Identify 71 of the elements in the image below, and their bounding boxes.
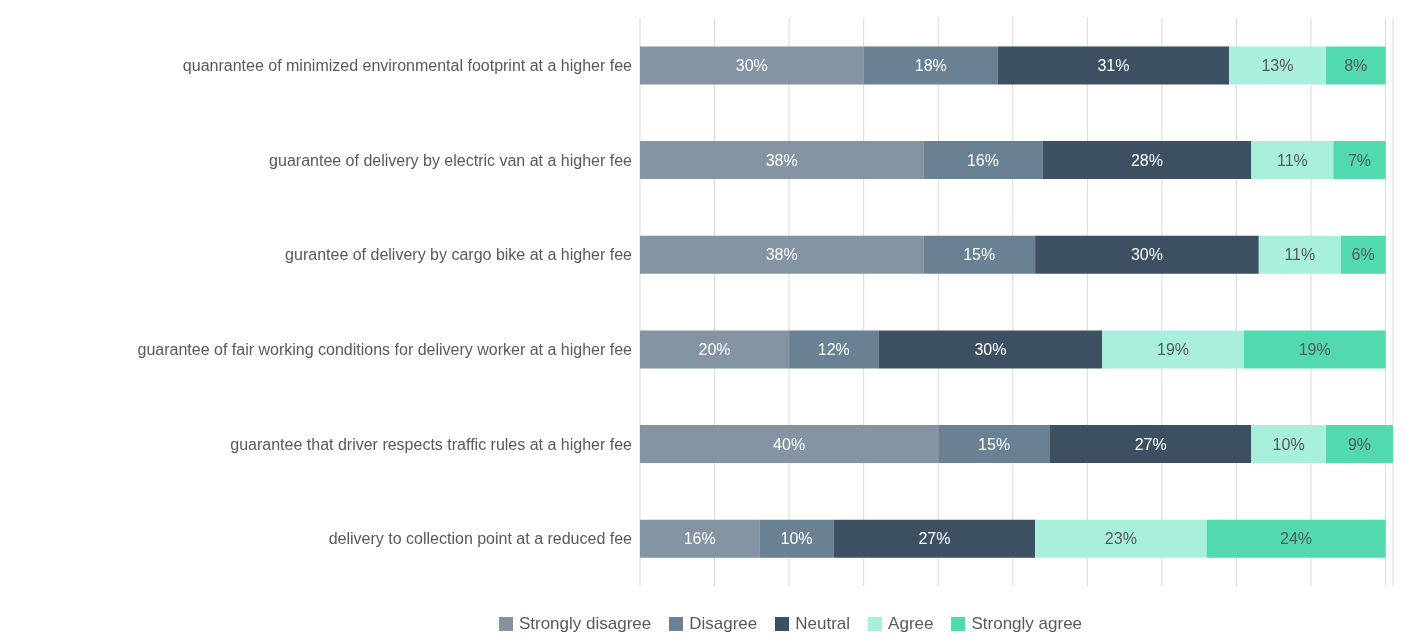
legend-label: Disagree	[688, 614, 758, 634]
data-label: 13%	[1261, 56, 1294, 74]
bar	[1206, 519, 1386, 558]
bar	[1340, 235, 1386, 274]
data-label: 23%	[1104, 530, 1137, 548]
data-label: 38%	[765, 246, 798, 264]
data-label: 31%	[1097, 56, 1130, 74]
data-label: 19%	[1157, 340, 1190, 358]
data-label: 30%	[735, 56, 768, 74]
bar	[759, 519, 834, 558]
data-label: 18%	[914, 56, 947, 74]
y-tick-label: delivery to collection point at a reduced fee	[328, 530, 633, 548]
bar	[1251, 141, 1334, 180]
data-label: 11%	[1284, 246, 1316, 264]
data-label: 9%	[1347, 435, 1372, 453]
data-label: 28%	[1130, 151, 1163, 169]
data-label: 6%	[1351, 246, 1375, 264]
bar	[640, 425, 939, 464]
data-label: 7%	[1347, 151, 1372, 169]
data-label: 30%	[974, 340, 1007, 358]
data-label: 27%	[1134, 435, 1167, 453]
data-label: 38%	[765, 151, 798, 169]
y-tick-label: guarantee of fair working conditions for delivery worker at a higher fee	[137, 341, 633, 359]
data-label: 16%	[966, 151, 999, 169]
data-label: 10%	[1272, 435, 1305, 453]
bar	[997, 46, 1229, 85]
bar	[923, 141, 1043, 180]
data-label: 30%	[1130, 246, 1163, 264]
bar	[789, 330, 879, 369]
data-label: 12%	[817, 340, 850, 358]
legend-label: Neutral	[794, 614, 851, 634]
data-label: 19%	[1298, 340, 1331, 358]
bar	[1325, 425, 1393, 464]
data-label: 15%	[978, 435, 1011, 453]
bar	[640, 141, 924, 180]
bar	[1258, 235, 1341, 274]
bar	[1050, 425, 1252, 464]
data-label: 10%	[780, 530, 813, 548]
data-label: 40%	[773, 435, 806, 453]
bar	[640, 519, 760, 558]
legend-label: Agree	[887, 614, 934, 634]
bar	[878, 330, 1103, 369]
bar	[1243, 330, 1386, 369]
bar	[923, 235, 1036, 274]
data-label: 11%	[1276, 151, 1308, 169]
bar	[640, 46, 864, 85]
y-tick-label: guarantee of delivery by electric van at a higher fee	[269, 151, 633, 169]
data-label: 8%	[1344, 56, 1368, 74]
legend-label: Strongly disagree	[517, 614, 652, 634]
bar	[1042, 141, 1252, 180]
bar	[640, 235, 924, 274]
bar	[1102, 330, 1244, 369]
data-label: 27%	[918, 530, 951, 548]
bar	[833, 519, 1036, 558]
data-label: 20%	[698, 340, 731, 358]
data-label: 16%	[683, 530, 716, 548]
bar	[863, 46, 998, 85]
legend-label: Strongly agree	[970, 614, 1083, 634]
bar	[1035, 235, 1259, 274]
bar	[938, 425, 1051, 464]
bar	[1035, 519, 1207, 558]
y-tick-label: quanrantee of minimized environmental footprint at a higher fee	[182, 57, 633, 75]
bar	[1325, 46, 1386, 85]
bar	[1333, 141, 1386, 180]
bar	[640, 330, 790, 369]
data-label: 15%	[963, 246, 996, 264]
bar	[1228, 46, 1326, 85]
y-tick-label: gurantee of delivery by cargo bike at a higher fee	[285, 246, 633, 264]
y-tick-label: guarantee that driver respects traffic rules at a higher fee	[230, 435, 633, 453]
bar	[1251, 425, 1326, 464]
data-label: 24%	[1280, 530, 1313, 548]
